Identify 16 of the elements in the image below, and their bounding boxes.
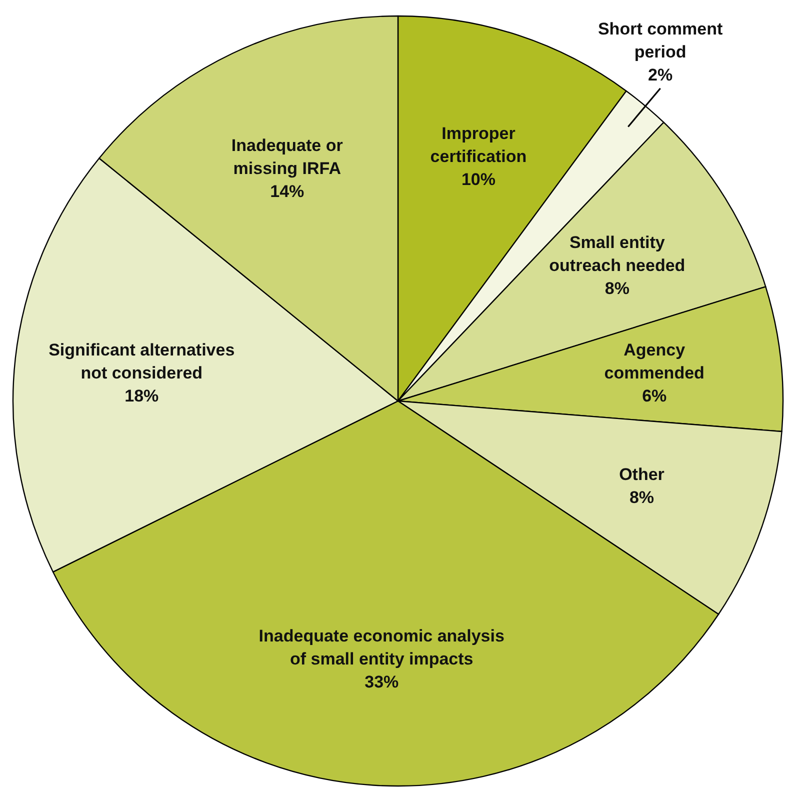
data-label: 8%: [604, 278, 630, 298]
data-label: 14%: [270, 182, 304, 202]
data-label: 6%: [642, 386, 667, 406]
data-label: 33%: [364, 672, 399, 692]
slice-label: Inadequate or missing IRFA: [231, 136, 344, 178]
data-label: 18%: [124, 386, 159, 406]
data-label: 2%: [648, 65, 673, 84]
slice-label: Small entity outreach needed: [549, 232, 686, 275]
slice-label: Agency commended: [604, 340, 704, 382]
slice-label: Improper certification: [430, 124, 527, 166]
data-label: 10%: [461, 170, 496, 189]
slice-label: Significant alternatives not considered: [48, 340, 235, 382]
data-label: 8%: [629, 488, 654, 507]
slice-label: Other: [619, 464, 665, 484]
slice-label: Inadequate economic analysis of small entity impacts: [258, 626, 504, 668]
slice-label: Short comment period: [598, 19, 723, 62]
